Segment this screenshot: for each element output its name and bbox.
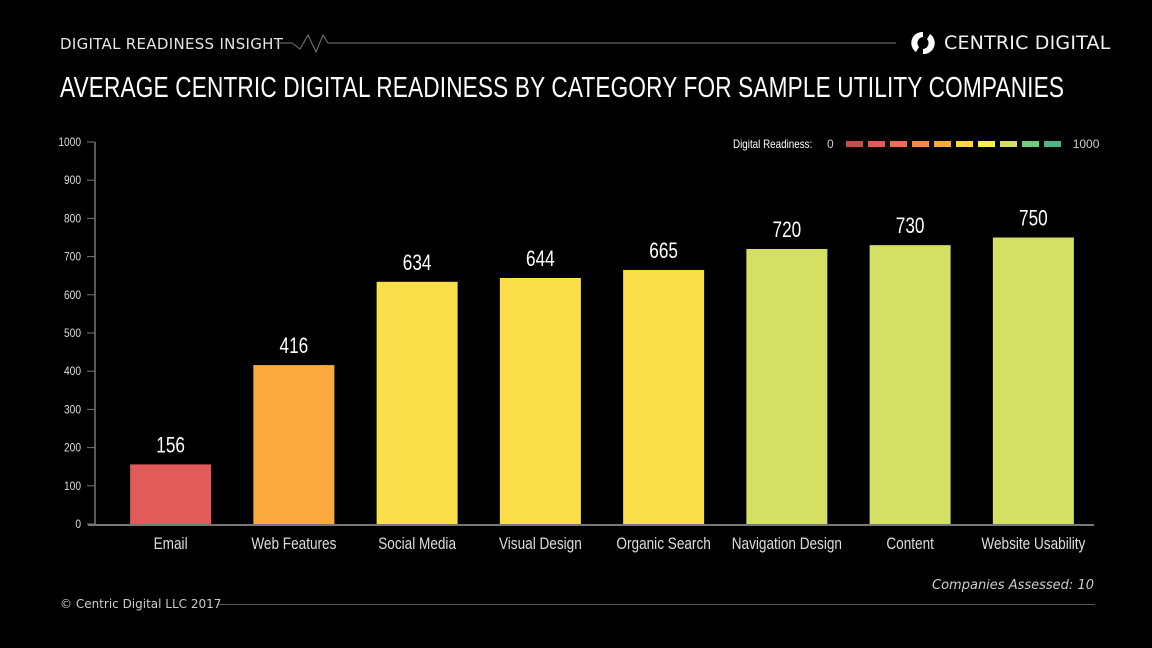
bar	[499, 277, 581, 524]
legend-max: 1000	[1072, 137, 1100, 151]
legend: Digital Readiness: 0 1000	[733, 137, 1099, 151]
pulse-icon	[276, 33, 896, 53]
y-tick-label: 0	[75, 518, 81, 531]
x-tick-label: Navigation Design	[732, 535, 842, 554]
data-label: 750	[1019, 207, 1048, 232]
x-tick-label: Social Media	[378, 535, 456, 554]
legend-swatch	[933, 141, 951, 147]
logo-text: CENTRIC DIGITAL	[944, 32, 1111, 54]
bar	[130, 464, 212, 524]
bar	[869, 245, 951, 524]
x-tick-label: Email	[154, 535, 188, 554]
legend-title: Digital Readiness:	[733, 137, 813, 151]
chart-title: AVERAGE CENTRIC DIGITAL READINESS BY CAT…	[60, 72, 1065, 104]
bar	[253, 365, 335, 524]
y-tick-label: 900	[64, 175, 81, 188]
bar	[746, 248, 828, 524]
y-tick-label: 1000	[58, 136, 81, 149]
bar	[623, 269, 705, 524]
x-tick-label: Organic Search	[616, 535, 710, 554]
data-label: 644	[526, 247, 555, 272]
y-tick-label: 300	[64, 404, 81, 417]
x-tick-label: Visual Design	[499, 535, 582, 554]
y-tick-label: 600	[64, 289, 81, 302]
legend-swatch	[867, 141, 885, 147]
legend-swatch	[999, 141, 1017, 147]
copyright: © Centric Digital LLC 2017	[60, 597, 222, 611]
legend-swatch	[1043, 141, 1061, 147]
data-label: 156	[156, 433, 185, 458]
bar	[992, 237, 1074, 524]
y-tick-label: 500	[64, 327, 81, 340]
legend-swatch	[977, 141, 995, 147]
legend-swatch	[1021, 141, 1039, 147]
data-label: 634	[403, 251, 432, 276]
y-tick-label: 400	[64, 366, 81, 379]
y-tick-label: 700	[64, 251, 81, 264]
companies-assessed: Companies Assessed: 10	[932, 578, 1094, 593]
legend-swatch	[911, 141, 929, 147]
legend-color-scale	[845, 141, 1061, 147]
legend-swatch	[889, 141, 907, 147]
bar	[376, 281, 458, 524]
x-tick-label: Content	[886, 535, 934, 554]
y-tick-label: 800	[64, 213, 81, 226]
header-label: DIGITAL READINESS INSIGHT	[60, 35, 284, 53]
circular-arrows-icon	[911, 31, 935, 55]
x-tick-label: Web Features	[251, 535, 336, 554]
y-tick-label: 100	[64, 480, 81, 493]
brand-logo: CENTRIC DIGITAL	[910, 30, 1110, 56]
y-tick-label: 200	[64, 442, 81, 455]
x-tick-label: Website Usability	[981, 535, 1085, 554]
legend-min: 0	[827, 137, 834, 151]
legend-swatch	[845, 141, 863, 147]
footer-divider	[218, 604, 1095, 605]
data-label: 416	[280, 334, 309, 359]
legend-swatch	[955, 141, 973, 147]
data-label: 730	[896, 214, 925, 239]
data-label: 720	[773, 218, 802, 243]
data-label: 665	[649, 239, 678, 264]
